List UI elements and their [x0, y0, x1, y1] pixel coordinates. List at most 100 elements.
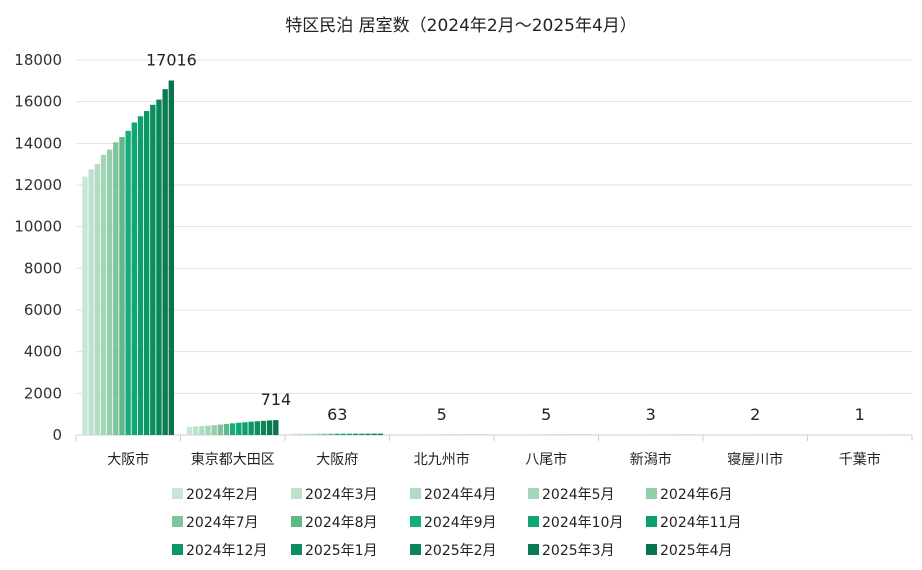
legend-label: 2024年6月: [660, 487, 733, 503]
legend-swatch: [646, 516, 657, 527]
bar: [125, 130, 131, 436]
bar: [150, 104, 156, 436]
bar: [254, 421, 260, 435]
bar: [119, 137, 125, 436]
bars: [82, 80, 906, 436]
y-tick-label: 4000: [24, 343, 62, 361]
legend-label: 2024年9月: [424, 515, 497, 531]
bar: [359, 433, 365, 435]
legend-swatch: [646, 544, 657, 555]
data-label: 63: [327, 405, 347, 424]
bar: [309, 433, 316, 435]
bar: [88, 169, 94, 435]
legend-swatch: [410, 516, 421, 527]
legend-label: 2024年3月: [305, 487, 378, 503]
y-tick-label: 2000: [24, 384, 62, 402]
legend-label: 2024年2月: [186, 487, 259, 503]
bar: [297, 433, 303, 435]
chart-title: 特区民泊 居室数（2024年2月～2025年4月）: [285, 16, 637, 36]
bar: [266, 420, 273, 435]
bar: [242, 422, 248, 435]
y-tick-label: 14000: [14, 134, 62, 152]
bar: [273, 420, 279, 435]
data-label: 17016: [146, 51, 197, 70]
bar: [211, 425, 217, 435]
y-tick-label: 10000: [14, 218, 62, 236]
legend: 2024年2月 2024年3月 2024年4月 2024年5月 2024年6月 2024年…: [172, 487, 741, 559]
y-tick-label: 0: [52, 426, 62, 444]
bar: [131, 122, 137, 435]
bar: [106, 149, 113, 436]
legend-label: 2025年3月: [542, 543, 615, 559]
x-tick-label: 大阪市: [107, 451, 149, 468]
legend-swatch: [291, 516, 302, 527]
data-label: 3: [646, 405, 656, 424]
legend-swatch: [528, 488, 539, 499]
bar: [199, 426, 205, 435]
bar: [143, 111, 150, 436]
legend-swatch: [291, 488, 302, 499]
bar: [192, 426, 199, 435]
bar: [168, 80, 174, 435]
legend-swatch: [528, 544, 539, 555]
x-tick-label: 寝屋川市: [727, 451, 783, 468]
legend-swatch: [291, 544, 302, 555]
bar: [236, 422, 242, 435]
legend-label: 2024年8月: [305, 515, 378, 531]
bar: [113, 142, 119, 435]
bar: [315, 433, 322, 435]
bar: [377, 433, 383, 435]
x-tick-label: 東京都大田区: [191, 452, 275, 468]
bar: [322, 433, 328, 435]
bar: [340, 433, 346, 435]
legend-swatch: [410, 488, 421, 499]
bar: [205, 425, 211, 435]
legend-label: 2024年10月: [542, 515, 623, 531]
bar: [162, 89, 168, 436]
legend-label: 2024年11月: [660, 515, 741, 531]
legend-swatch: [646, 488, 657, 499]
legend-label: 2025年2月: [424, 543, 497, 559]
data-label: 2: [750, 405, 760, 424]
bar: [137, 116, 144, 435]
bar: [186, 426, 193, 435]
y-axis-ticks: 0 2000 4000 6000 8000 10000 12000 14000 16000 180…: [14, 51, 62, 444]
legend-label: 2024年4月: [424, 487, 497, 503]
bar: [291, 433, 297, 435]
bar: [352, 433, 359, 435]
bar: [328, 433, 334, 435]
x-tick-label: 北九州市: [414, 451, 470, 468]
bar: [260, 420, 267, 435]
legend-swatch: [172, 488, 183, 499]
bar: [346, 433, 353, 435]
bar: [365, 433, 371, 435]
y-tick-label: 16000: [14, 93, 62, 111]
x-axis-ticks: 大阪市 東京都大田区 大阪府 北九州市 八尾市 新潟市 寝屋川市 千葉市: [75, 435, 913, 468]
gridlines: [76, 59, 912, 436]
data-label: 1: [855, 405, 865, 424]
x-tick-label: 新潟市: [630, 451, 672, 468]
data-label: 714: [261, 390, 292, 409]
y-tick-label: 18000: [14, 51, 62, 69]
bar: [223, 423, 230, 435]
bar: [100, 154, 107, 435]
legend-label: 2024年5月: [542, 487, 615, 503]
x-tick-label: 八尾市: [525, 451, 567, 468]
bar: [82, 176, 88, 435]
y-tick-label: 6000: [24, 301, 62, 319]
data-label: 5: [437, 405, 447, 424]
bar: [217, 424, 223, 435]
bar: [334, 433, 340, 435]
legend-label: 2025年4月: [660, 543, 733, 559]
legend-swatch: [528, 516, 539, 527]
data-labels: 17016 714 63 5 5 3 2 1: [146, 51, 865, 425]
legend-swatch: [172, 544, 183, 555]
bar: [94, 164, 100, 435]
bar: [303, 433, 309, 435]
legend-swatch: [172, 516, 183, 527]
x-tick-label: 大阪府: [316, 452, 358, 468]
bar: [156, 99, 162, 435]
legend-swatch: [410, 544, 421, 555]
bar: [248, 421, 254, 435]
